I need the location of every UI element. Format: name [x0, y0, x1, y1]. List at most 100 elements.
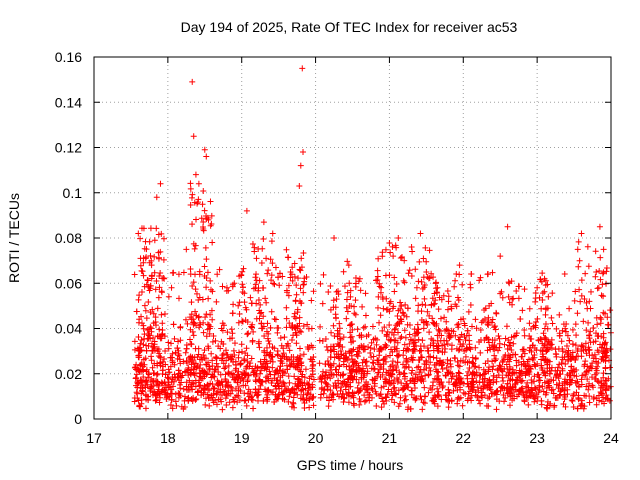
data-point: [411, 384, 418, 391]
data-point: [272, 264, 279, 271]
data-point: [509, 392, 516, 399]
data-point: [138, 397, 145, 404]
data-point: [195, 180, 202, 187]
data-point: [143, 368, 150, 375]
data-point: [192, 171, 199, 178]
data-point: [297, 368, 304, 375]
data-point: [317, 323, 324, 330]
data-point: [153, 194, 160, 201]
data-point: [380, 383, 387, 390]
data-point: [188, 341, 195, 348]
data-point: [548, 314, 555, 321]
data-point: [471, 363, 478, 370]
data-point: [194, 389, 201, 396]
data-point: [553, 381, 560, 388]
data-point: [419, 285, 426, 292]
data-point: [267, 358, 274, 365]
data-point: [400, 385, 407, 392]
data-point: [387, 249, 394, 256]
data-point: [347, 393, 354, 400]
data-point: [212, 337, 219, 344]
data-point: [180, 386, 187, 393]
data-point: [439, 365, 446, 372]
data-point: [412, 266, 419, 273]
data-point: [273, 377, 280, 384]
data-point: [534, 360, 541, 367]
data-point: [577, 298, 584, 305]
data-point: [351, 310, 358, 317]
data-point: [151, 253, 158, 260]
data-point: [344, 381, 351, 388]
data-point: [600, 382, 607, 389]
data-point: [281, 370, 288, 377]
data-point: [402, 392, 409, 399]
data-point: [435, 347, 442, 354]
data-point: [560, 401, 567, 408]
data-point: [403, 347, 410, 354]
data-point: [524, 379, 531, 386]
data-point: [186, 336, 193, 343]
data-point: [328, 362, 335, 369]
data-point: [521, 327, 528, 334]
data-point: [200, 223, 207, 230]
data-point: [327, 367, 334, 374]
data-point: [434, 385, 441, 392]
data-point: [368, 394, 375, 401]
data-point: [300, 322, 307, 329]
data-point: [425, 389, 432, 396]
data-point: [572, 356, 579, 363]
data-point: [310, 393, 317, 400]
data-point: [467, 301, 474, 308]
data-point: [189, 78, 196, 85]
data-point: [174, 355, 181, 362]
data-point: [438, 379, 445, 386]
data-point: [148, 353, 155, 360]
data-point: [496, 340, 503, 347]
data-point: [454, 358, 461, 365]
data-point: [492, 357, 499, 364]
data-point: [306, 375, 313, 382]
data-point: [593, 268, 600, 275]
data-point: [397, 306, 404, 313]
data-point: [161, 355, 168, 362]
data-point: [286, 347, 293, 354]
data-point: [472, 354, 479, 361]
data-point: [154, 360, 161, 367]
data-point: [264, 270, 271, 277]
data-point: [388, 329, 395, 336]
data-point: [475, 397, 482, 404]
data-point: [491, 324, 498, 331]
y-tick-label: 0.1: [63, 185, 83, 201]
data-point: [593, 358, 600, 365]
data-point: [235, 319, 242, 326]
data-point: [209, 338, 216, 345]
data-point: [413, 329, 420, 336]
data-point: [239, 268, 246, 275]
data-point: [443, 396, 450, 403]
data-point: [297, 352, 304, 359]
data-point: [389, 371, 396, 378]
data-point: [424, 321, 431, 328]
data-point: [442, 392, 449, 399]
y-tick-label: 0.12: [55, 140, 82, 156]
data-point: [478, 319, 485, 326]
data-point: [539, 383, 546, 390]
data-point: [400, 277, 407, 284]
data-point: [542, 372, 549, 379]
data-point: [423, 268, 430, 275]
data-point: [593, 401, 600, 408]
data-point: [331, 354, 338, 361]
data-point: [506, 365, 513, 372]
data-point: [375, 361, 382, 368]
data-point: [264, 363, 271, 370]
data-point: [397, 255, 404, 262]
data-point: [243, 365, 250, 372]
data-point: [455, 320, 462, 327]
data-point: [442, 372, 449, 379]
data-point: [168, 396, 175, 403]
data-point: [235, 392, 242, 399]
data-point: [245, 330, 252, 337]
chart-title: Day 194 of 2025, Rate Of TEC Index for r…: [181, 19, 518, 35]
data-point: [425, 353, 432, 360]
data-point: [137, 340, 144, 347]
